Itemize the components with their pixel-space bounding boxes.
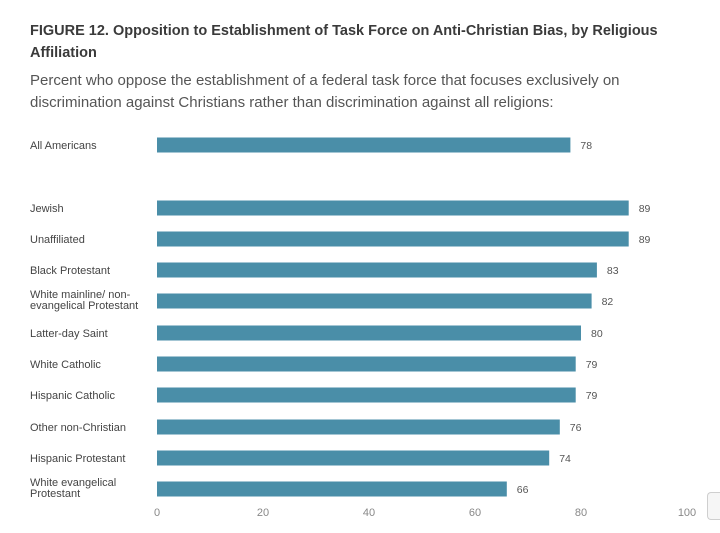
bar [157,293,592,309]
bar [157,137,571,153]
bar [157,200,629,216]
category-label: Unaffiliated [30,234,85,246]
category-label: Other non-Christian [30,422,126,434]
category-label: White Catholic [30,359,101,371]
category-label: Jewish [30,203,64,215]
category-label: All Americans [30,140,97,152]
chart-subtitle: Percent who oppose the establishment of … [30,72,620,111]
bar [157,356,576,372]
data-label: 74 [559,453,571,465]
bar [157,387,576,403]
chart-title: FIGURE 12. Opposition to Establishment o… [30,23,658,61]
data-label: 89 [639,203,651,215]
x-tick-label: 100 [678,507,696,519]
data-label: 79 [586,359,598,371]
data-label: 83 [607,265,619,277]
data-label: 82 [602,296,614,308]
x-tick-label: 60 [469,507,481,519]
data-label: 79 [586,390,598,402]
category-label: Black Protestant [30,265,110,277]
x-tick-label: 0 [154,507,160,519]
bar [157,262,597,278]
data-label: 66 [517,484,529,496]
category-label: White mainline/ non-evangelical Protesta… [30,289,138,312]
bar [157,231,629,247]
data-label: 80 [591,328,603,340]
category-label: Hispanic Catholic [30,390,115,402]
scroll-handle[interactable] [707,492,720,520]
x-tick-label: 20 [257,507,269,519]
data-label: 76 [570,422,582,434]
x-tick-label: 40 [363,507,375,519]
bar [157,325,581,341]
bar [157,481,507,497]
bar [157,450,550,466]
data-label: 89 [639,234,651,246]
category-label: Hispanic Protestant [30,453,125,465]
category-label: Latter-day Saint [30,328,108,340]
category-label: White evangelical Protestant [30,477,116,500]
bar [157,419,560,435]
data-label: 78 [580,140,592,152]
x-tick-label: 80 [575,507,587,519]
